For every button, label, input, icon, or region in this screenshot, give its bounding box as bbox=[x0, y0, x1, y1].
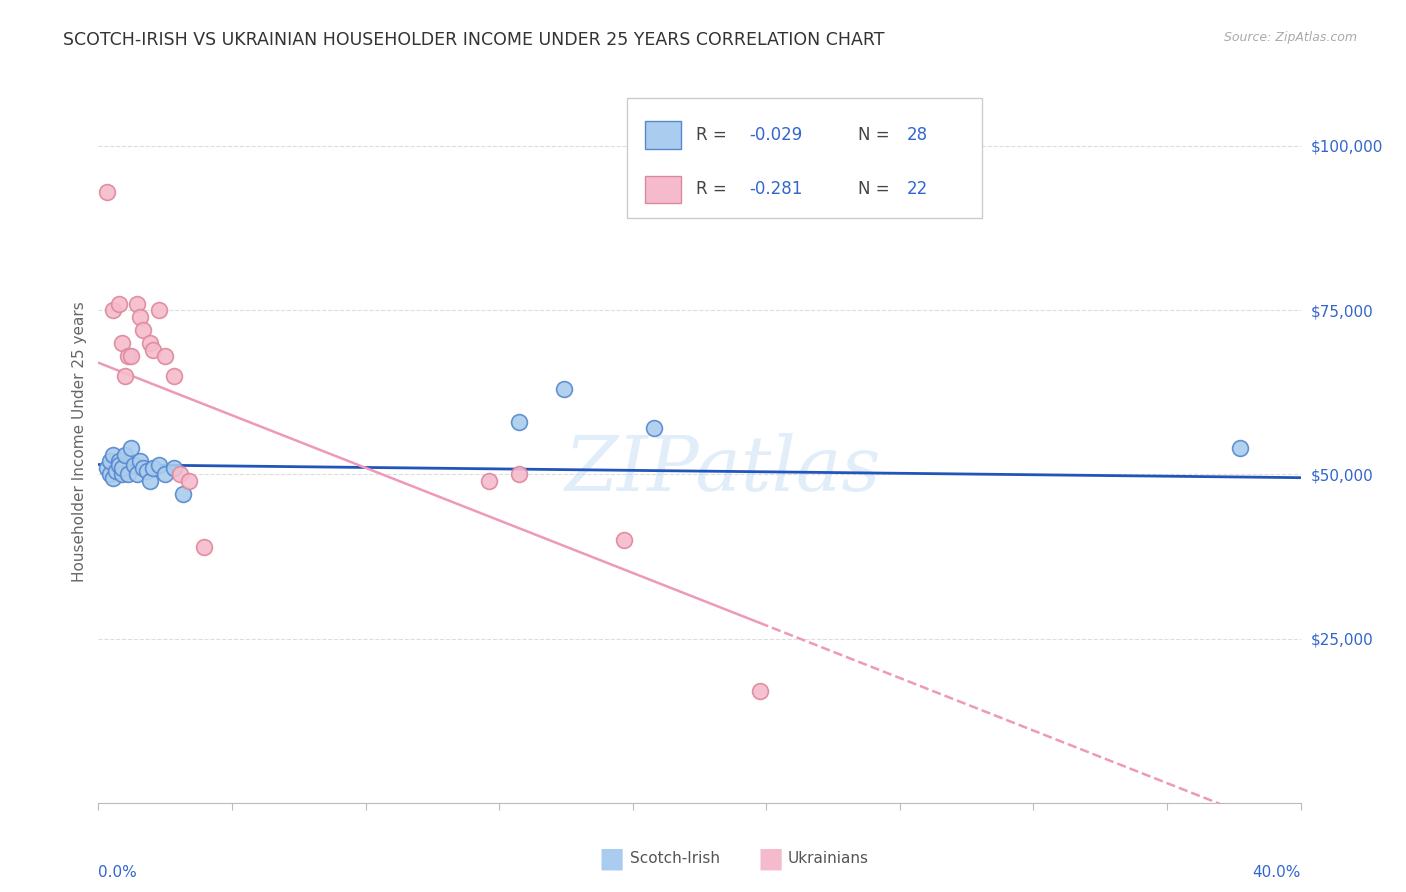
Text: -0.281: -0.281 bbox=[749, 180, 803, 198]
Point bbox=[613, 533, 636, 547]
Point bbox=[508, 415, 530, 429]
Point bbox=[103, 471, 125, 485]
Point bbox=[129, 310, 152, 324]
Y-axis label: Householder Income Under 25 years: Householder Income Under 25 years bbox=[72, 301, 87, 582]
Point bbox=[121, 349, 143, 363]
Point bbox=[124, 458, 146, 472]
Point bbox=[162, 460, 184, 475]
Point bbox=[111, 460, 134, 475]
Point bbox=[111, 336, 134, 351]
Point bbox=[193, 540, 215, 554]
Point bbox=[132, 460, 155, 475]
Point bbox=[148, 458, 170, 472]
Text: ■: ■ bbox=[758, 844, 783, 872]
Text: SCOTCH-IRISH VS UKRAINIAN HOUSEHOLDER INCOME UNDER 25 YEARS CORRELATION CHART: SCOTCH-IRISH VS UKRAINIAN HOUSEHOLDER IN… bbox=[63, 31, 884, 49]
Point bbox=[96, 460, 118, 475]
Point bbox=[105, 464, 128, 478]
Text: 40.0%: 40.0% bbox=[1253, 865, 1301, 880]
Text: Scotch-Irish: Scotch-Irish bbox=[630, 851, 720, 865]
Point bbox=[1229, 441, 1251, 455]
Point bbox=[129, 454, 152, 468]
Text: Ukrainians: Ukrainians bbox=[787, 851, 869, 865]
Text: 22: 22 bbox=[907, 180, 928, 198]
Point bbox=[127, 467, 149, 482]
Text: N =: N = bbox=[858, 126, 896, 145]
Point bbox=[114, 368, 136, 383]
Point bbox=[100, 454, 122, 468]
Text: Source: ZipAtlas.com: Source: ZipAtlas.com bbox=[1223, 31, 1357, 45]
Point bbox=[162, 368, 184, 383]
Point bbox=[121, 441, 143, 455]
Point bbox=[553, 382, 575, 396]
Point bbox=[108, 296, 131, 310]
Point bbox=[643, 421, 665, 435]
Point bbox=[135, 464, 157, 478]
Point bbox=[100, 467, 122, 482]
Point bbox=[141, 343, 163, 357]
Point bbox=[138, 336, 160, 351]
Point bbox=[508, 467, 530, 482]
Point bbox=[748, 684, 770, 698]
Point bbox=[177, 474, 200, 488]
Point bbox=[141, 460, 163, 475]
FancyBboxPatch shape bbox=[627, 98, 981, 218]
Point bbox=[111, 467, 134, 482]
Point bbox=[153, 467, 176, 482]
Point bbox=[127, 296, 149, 310]
Text: ZIPatlas: ZIPatlas bbox=[565, 434, 882, 508]
Text: 0.0%: 0.0% bbox=[98, 865, 138, 880]
Point bbox=[169, 467, 191, 482]
Point bbox=[172, 487, 194, 501]
Point bbox=[132, 323, 155, 337]
FancyBboxPatch shape bbox=[645, 176, 682, 203]
Point bbox=[138, 474, 160, 488]
Point bbox=[153, 349, 176, 363]
Text: N =: N = bbox=[858, 180, 896, 198]
Point bbox=[478, 474, 501, 488]
Point bbox=[103, 448, 125, 462]
Text: R =: R = bbox=[696, 180, 733, 198]
Point bbox=[103, 303, 125, 318]
Point bbox=[108, 454, 131, 468]
Point bbox=[117, 349, 139, 363]
Text: 28: 28 bbox=[907, 126, 928, 145]
Text: ■: ■ bbox=[599, 844, 624, 872]
Point bbox=[108, 458, 131, 472]
Point bbox=[148, 303, 170, 318]
Point bbox=[117, 467, 139, 482]
FancyBboxPatch shape bbox=[645, 121, 682, 149]
Point bbox=[96, 185, 118, 199]
Text: R =: R = bbox=[696, 126, 733, 145]
Text: -0.029: -0.029 bbox=[749, 126, 801, 145]
Point bbox=[114, 448, 136, 462]
